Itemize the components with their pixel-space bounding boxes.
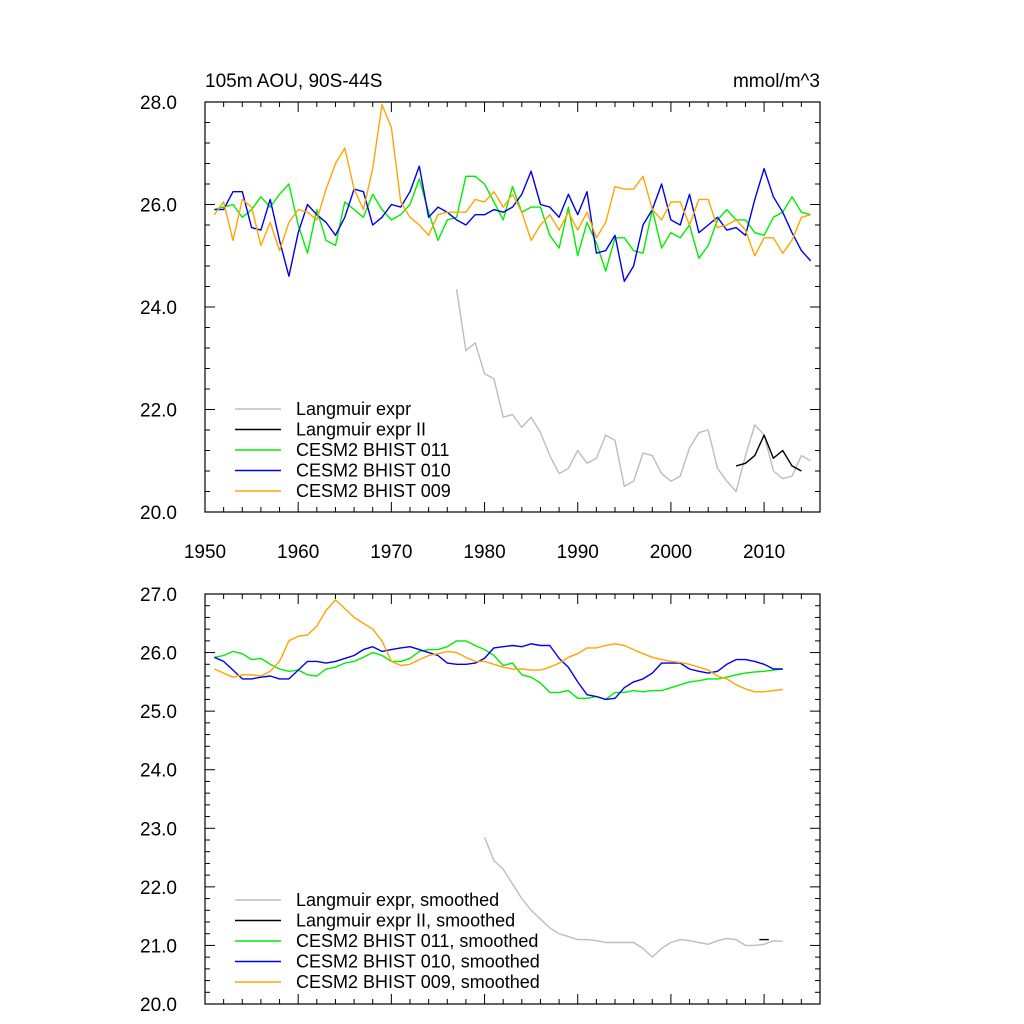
series-line-1 (455, 288, 812, 493)
x-tick-label: 1950 (184, 542, 226, 563)
series-line-1 (483, 836, 783, 958)
legend-label-4: CESM2 BHIST 010, smoothed (296, 952, 540, 972)
y-tick-label: 22.0 (140, 878, 177, 899)
series-line-3 (214, 175, 811, 272)
y-tick-label: 26.0 (140, 196, 177, 217)
legend-label-4: CESM2 BHIST 010 (296, 461, 451, 481)
x-tick-label: 1960 (277, 542, 319, 563)
x-tick-label: 1970 (370, 542, 412, 563)
x-tick-label: 1990 (557, 542, 599, 563)
chart-title-right: mmol/m^3 (733, 71, 820, 92)
plot-frame (204, 593, 821, 1005)
series-line-4 (214, 165, 812, 283)
legend-label-5: CESM2 BHIST 009, smoothed (296, 972, 540, 992)
series-line-5 (214, 599, 783, 693)
legend-label-2: Langmuir expr II, smoothed (296, 911, 515, 931)
x-tick-label: 2000 (650, 542, 692, 563)
y-tick-label: 20.0 (140, 995, 177, 1016)
x-tick-label: 1980 (463, 542, 505, 563)
x-tick-label: 2010 (743, 542, 785, 563)
chart-title-left: 105m AOU, 90S-44S (205, 71, 382, 92)
legend-label-3: CESM2 BHIST 011, smoothed (296, 931, 538, 951)
top-panel-chart: 20.0 22.0 24.0 26.0 28.0 1950 1960 1970 1980 1990… (140, 71, 821, 563)
y-tick-label: 25.0 (140, 702, 177, 723)
series-line-4 (214, 643, 783, 701)
y-tick-label: 28.0 (140, 93, 177, 114)
y-tick-label: 26.0 (140, 644, 177, 665)
legend-label-1: Langmuir expr (296, 399, 411, 419)
y-tick-label: 22.0 (140, 401, 177, 422)
y-tick-label: 21.0 (140, 936, 177, 957)
series-line-5 (213, 103, 811, 257)
bottom-panel-chart: 20.0 21.0 22.0 23.0 24.0 25.0 26.0 27.0 Langmuir… (140, 585, 821, 1016)
legend-label-1: Langmuir expr, smoothed (296, 890, 499, 910)
y-tick-label: 27.0 (140, 585, 177, 606)
series-line-2 (735, 434, 802, 472)
series-line-3 (214, 640, 783, 701)
legend-label-5: CESM2 BHIST 009 (296, 481, 451, 501)
legend-label-3: CESM2 BHIST 011 (296, 440, 449, 460)
y-tick-label: 24.0 (140, 298, 177, 319)
y-tick-label: 20.0 (140, 503, 177, 524)
y-tick-label: 23.0 (140, 819, 177, 840)
legend-label-2: Langmuir expr II (296, 420, 426, 440)
y-tick-label: 24.0 (140, 761, 177, 782)
